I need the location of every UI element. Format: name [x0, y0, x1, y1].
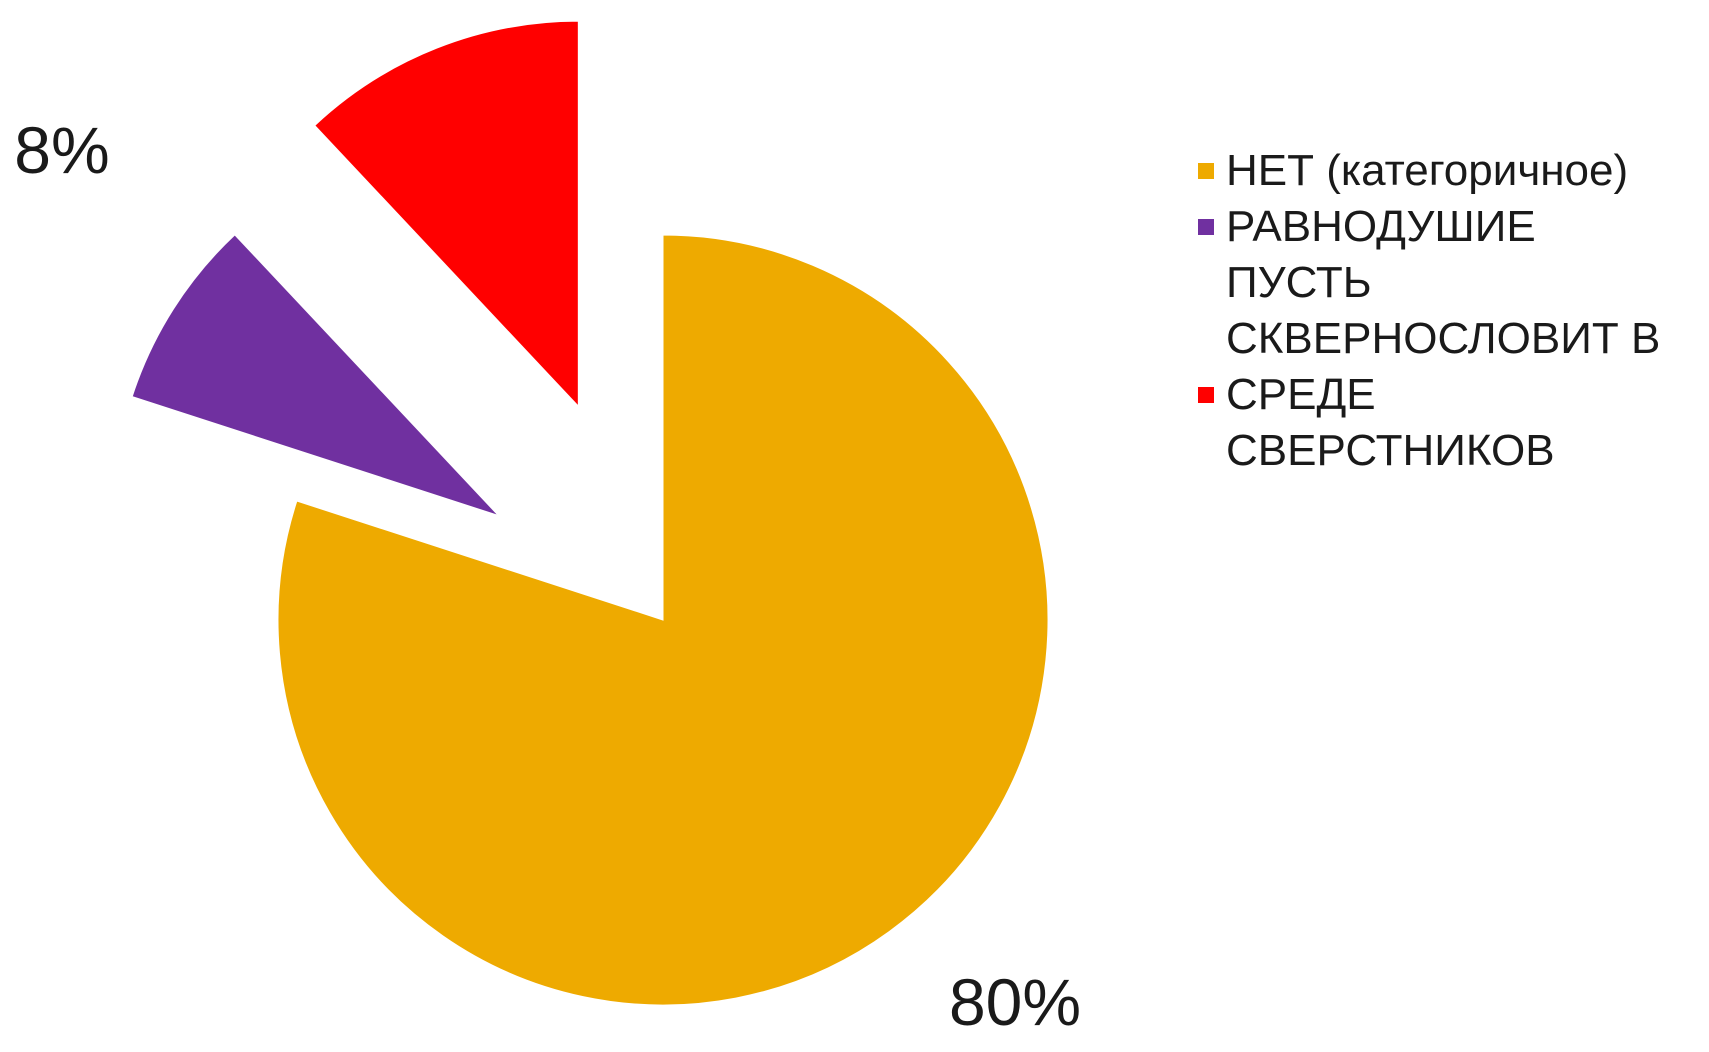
data-label-2: 8%: [14, 113, 109, 187]
pie-slice-2: [132, 235, 498, 516]
legend-label-net: НЕТ (категоричное): [1226, 146, 1628, 195]
legend: НЕТ (категоричное) РАВНОДУШИЕ ПУСТЬ СКВЕ…: [1198, 143, 1708, 479]
pie-slice-1: [278, 235, 1048, 1005]
data-label-1: 80%: [949, 965, 1081, 1039]
legend-label-pust: ПУСТЬ СКВЕРНОСЛОВИТ В СРЕДЕ СВЕРСТНИКОВ: [1226, 258, 1660, 475]
legend-item-ravnodushie: РАВНОДУШИЕ: [1198, 199, 1708, 255]
pie-slices: [132, 21, 1048, 1005]
legend-item-pust: ПУСТЬ СКВЕРНОСЛОВИТ В СРЕДЕ СВЕРСТНИКОВ: [1198, 255, 1708, 479]
legend-item-net: НЕТ (категоричное): [1198, 143, 1708, 199]
pie-slice-3: [315, 21, 579, 406]
legend-swatch-pust: [1198, 387, 1214, 403]
legend-label-ravnodushie: РАВНОДУШИЕ: [1226, 202, 1536, 251]
legend-swatch-net: [1198, 163, 1214, 179]
legend-swatch-ravnodushie: [1198, 219, 1214, 235]
